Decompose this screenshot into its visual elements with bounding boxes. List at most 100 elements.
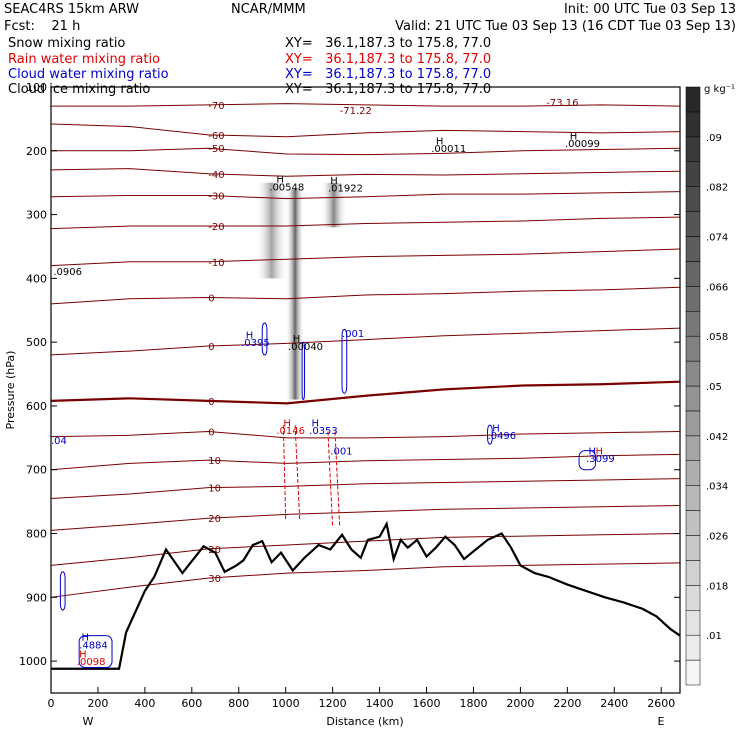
x-tick-label: 2400 — [600, 697, 628, 710]
isotherm-line — [50, 430, 681, 439]
x-tick-label: 1800 — [459, 697, 487, 710]
isotherm-line — [50, 562, 681, 598]
max-annotation: .00040 — [288, 342, 323, 353]
isotherm-line — [50, 123, 681, 138]
hydrometeor-contours — [59, 322, 597, 668]
colorbar-label: .042 — [706, 432, 728, 443]
max-annotation: .001 — [342, 329, 364, 340]
isotherm-line — [50, 478, 681, 499]
colorbar-bin — [685, 460, 701, 486]
cloud-water-contour — [261, 322, 268, 356]
colorbar-label: .05 — [706, 382, 722, 393]
colorbar-bin — [685, 659, 701, 686]
colorbar-bin — [685, 335, 701, 362]
isotherm-line — [50, 504, 681, 531]
isotherm-label: -40 — [208, 170, 224, 181]
isotherm-label: -30 — [208, 191, 224, 202]
colorbar-bin — [685, 385, 701, 412]
colorbar-bin — [685, 86, 701, 113]
max-annotation: .0098 — [77, 657, 106, 668]
max-annotation: .4884 — [79, 640, 108, 651]
isotherm-label: 10 — [208, 456, 221, 467]
cloud-water-contour — [59, 571, 66, 611]
max-annotation: H — [276, 175, 284, 186]
max-annotation: .001 — [330, 446, 352, 457]
colorbar-bin — [685, 535, 701, 561]
max-annotation: H — [82, 633, 90, 644]
isotherm-label: -10 — [208, 258, 224, 269]
colorbar-bin — [685, 360, 701, 387]
colorbar-bin — [685, 311, 701, 337]
isotherm-label: 30 — [208, 574, 221, 585]
max-annotation: .0146 — [276, 426, 305, 437]
colorbar-unit: g kg⁻¹ — [704, 84, 735, 95]
mixing-ratio-shading — [255, 182, 347, 400]
x-tick-label: 2200 — [553, 697, 581, 710]
colorbar-label: .034 — [706, 482, 728, 493]
y-tick-label: 800 — [26, 528, 47, 541]
max-annotation: H — [79, 649, 87, 660]
max-annotation: H — [588, 446, 596, 457]
isotherm-line — [50, 191, 681, 200]
isotherm-line — [50, 380, 681, 405]
terrain-layer — [51, 520, 681, 670]
field-xy-cloud-water: XY= 36.1,187.3 to 175.8, 77.0 — [285, 67, 491, 82]
header-model-name: SEAC4RS 15km ARW — [4, 2, 139, 17]
colorbar-label: .066 — [706, 282, 728, 293]
field-xy-cloud-ice: XY= 36.1,187.3 to 175.8, 77.0 — [285, 82, 491, 97]
snow-plume-right — [320, 182, 347, 228]
max-annotation: .04 — [51, 436, 67, 447]
rain-contour — [282, 425, 287, 521]
max-annotation: H — [330, 176, 338, 187]
max-annotation: .0496 — [488, 431, 517, 442]
isotherm-line — [50, 533, 681, 566]
colorbar-label: .018 — [706, 581, 728, 592]
isotherm-label: -60 — [208, 131, 224, 142]
isotherm-line — [50, 453, 681, 471]
x-tick-label: 1200 — [319, 697, 347, 710]
isotherm-line — [50, 216, 681, 230]
y-tick-label: 300 — [26, 209, 47, 222]
colorbar-bin — [685, 136, 701, 162]
x-tick-label: 2600 — [647, 697, 675, 710]
isotherm-label: 0 — [208, 294, 214, 305]
x-tick-label: 800 — [228, 697, 249, 710]
x-tick-label: 600 — [181, 697, 202, 710]
isotherm-lines: -70 -60 -50 -40 -30 -20 -10 0 0 0 0 10 10 20 20 30 — [50, 101, 681, 598]
colorbar-bin — [685, 634, 701, 661]
axis-end-label-west: W — [83, 715, 94, 728]
isotherm-label: -70 — [208, 101, 224, 112]
colorbar-label: .01 — [706, 631, 722, 642]
terrain-line — [51, 520, 681, 670]
header-init-time: Init: 00 UTC Tue 03 Sep 13 — [564, 2, 736, 17]
isotherm-label: 0 — [208, 427, 214, 438]
max-annotation: H — [570, 131, 578, 142]
header-valid-time: Valid: 21 UTC Tue 03 Sep 13 (16 CDT Tue … — [395, 19, 736, 34]
cloud-water-contour — [341, 328, 348, 394]
isotherm-label: -20 — [208, 222, 224, 233]
colorbar-bin — [685, 261, 701, 287]
x-tick-label: 0 — [48, 697, 55, 710]
field-label-rain: Rain water mixing ratio — [8, 52, 160, 67]
plot-frame — [50, 86, 681, 694]
colorbar-label: .074 — [706, 233, 728, 244]
rain-contour — [294, 425, 301, 521]
x-tick-label: 200 — [87, 697, 108, 710]
max-annotation: H — [312, 418, 320, 429]
x-tick-label: 2000 — [506, 697, 534, 710]
colorbar-bin — [685, 111, 701, 138]
max-annotation: .00099 — [565, 139, 600, 150]
colorbar: .01 .018 .026 .034 .042 .05 .058 .066 .074 .082 .0… — [685, 86, 728, 686]
cloud-water-contour — [78, 635, 113, 668]
y-tick-label: 700 — [26, 464, 47, 477]
header-organization: NCAR/MMM — [231, 2, 306, 17]
colorbar-bin — [685, 435, 701, 462]
max-annotation: .3099 — [586, 454, 615, 465]
isotherm-line — [51, 147, 681, 156]
isotherm-label: -50 — [208, 144, 224, 155]
x-tick-label: 1000 — [272, 697, 300, 710]
max-annotation: .00011 — [431, 144, 466, 155]
colorbar-bin — [685, 610, 701, 636]
x-tick-label: 1600 — [413, 697, 441, 710]
field-label-cloud-water: Cloud water mixing ratio — [8, 67, 169, 82]
